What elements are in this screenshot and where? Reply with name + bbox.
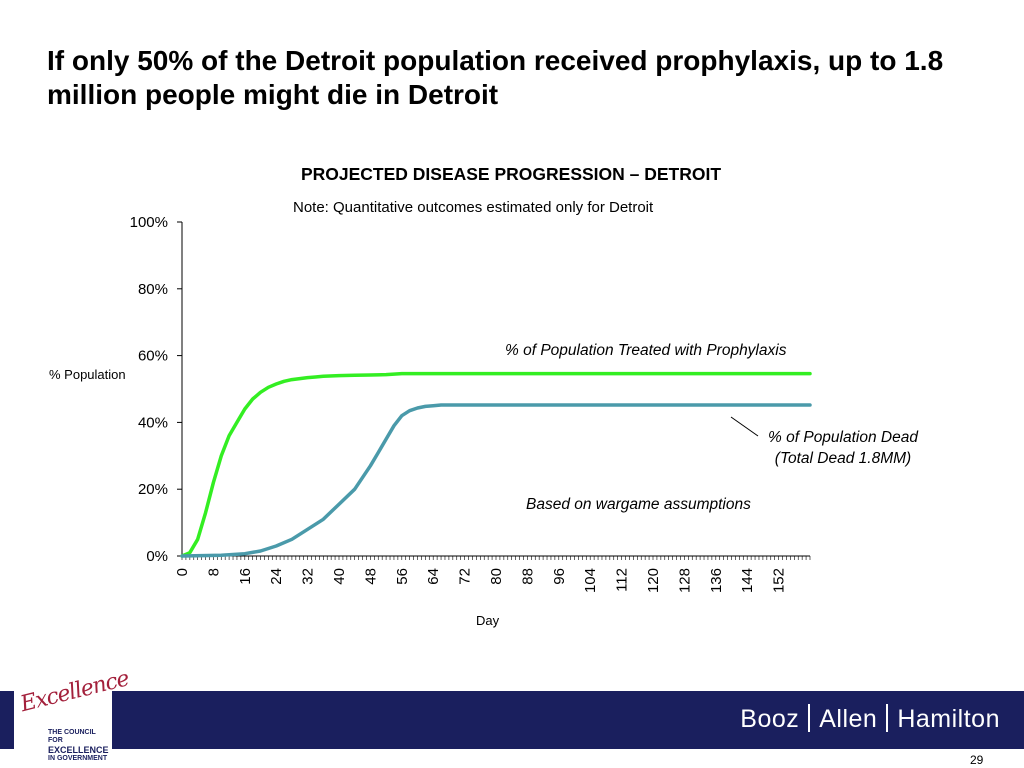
x-tick-label: 24	[268, 568, 285, 585]
y-tick-label: 60%	[138, 348, 168, 365]
x-tick-label: 112	[614, 568, 631, 592]
annotation-dead-line1: % of Population Dead	[768, 429, 918, 446]
x-tick-label: 144	[739, 568, 756, 593]
x-tick-label: 80	[488, 568, 505, 585]
council-logo: Excellence THE COUNCIL FOR EXCELLENCE IN…	[14, 666, 131, 762]
dead-annotation-leader	[730, 416, 759, 437]
x-tick-label: 96	[551, 568, 568, 585]
dead-series-line	[180, 403, 812, 558]
x-tick-label: 136	[708, 568, 725, 593]
y-tick-label: 20%	[138, 481, 168, 498]
x-tick-label: 64	[425, 568, 442, 585]
chart-title: PROJECTED DISEASE PROGRESSION – DETROIT	[300, 164, 722, 184]
x-tick-label: 104	[582, 568, 599, 593]
x-tick-label: 128	[676, 568, 693, 593]
x-tick-label: 56	[394, 568, 411, 585]
x-tick-label: 8	[205, 568, 222, 576]
chart-note: Note: Quantitative outcomes estimated on…	[293, 199, 654, 216]
annotation-dead: % of Population Dead (Total Dead 1.8MM)	[758, 427, 928, 469]
annotation-wargame: Based on wargame assumptions	[526, 496, 751, 513]
booz-allen-hamilton-logo: Booz Allen Hamilton	[740, 704, 1000, 733]
x-axis-label: Day	[476, 613, 500, 628]
y-tick-label: 100%	[130, 214, 168, 231]
x-tick-label: 152	[771, 568, 788, 593]
y-tick-label: 0%	[146, 548, 168, 565]
x-tick-label: 0	[174, 568, 191, 576]
annotation-dead-line2: (Total Dead 1.8MM)	[774, 450, 912, 467]
x-tick-label: 16	[237, 568, 254, 585]
y-axis-label: % Population	[49, 367, 126, 382]
x-tick-label: 48	[362, 568, 379, 585]
x-tick-label: 88	[519, 568, 536, 585]
y-tick-label: 40%	[138, 414, 168, 431]
x-tick-label: 72	[457, 568, 474, 585]
slide-title: If only 50% of the Detroit population re…	[47, 45, 944, 110]
footer-bar	[0, 691, 1024, 749]
x-tick-label: 32	[300, 568, 317, 585]
treated-series-line	[180, 371, 812, 558]
x-tick-label: 40	[331, 568, 348, 585]
annotation-treated: % of Population Treated with Prophylaxis	[505, 342, 787, 359]
logo-text: THE COUNCIL FOR EXCELLENCE IN GOVERNMENT	[48, 729, 109, 762]
y-tick-label: 80%	[138, 281, 168, 298]
x-tick-label: 120	[645, 568, 662, 593]
page-number: 29	[970, 753, 984, 767]
